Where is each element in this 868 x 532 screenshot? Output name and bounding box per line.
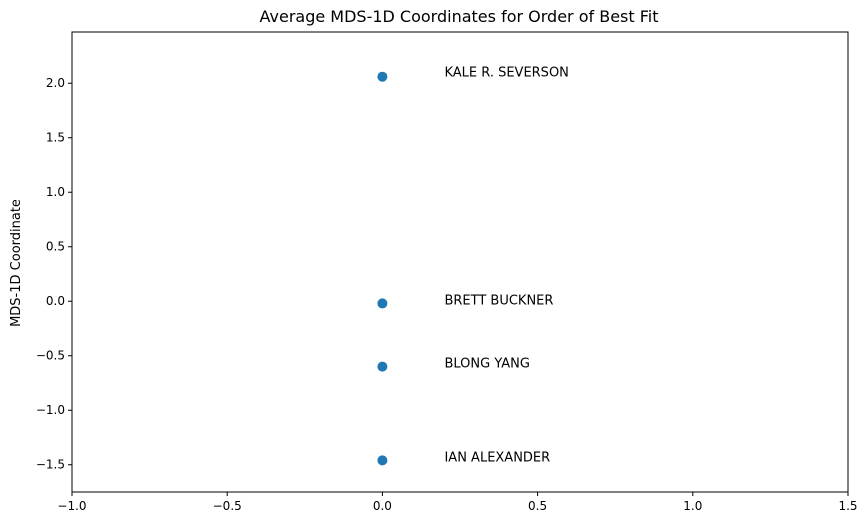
data-point[interactable] (377, 361, 388, 372)
labels-layer: KALE R. SEVERSON BRETT BUCKNER BLONG YANG I… (444, 66, 568, 466)
y-tick-label: 1.0 (46, 185, 65, 199)
chart-title: Average MDS-1D Coordinates for Order of … (260, 7, 659, 26)
x-tick-label: 1.0 (683, 499, 702, 513)
point-label: KALE R. SEVERSON (444, 66, 568, 81)
x-tick-label: −1.0 (57, 499, 86, 513)
y-tick-label: −0.5 (36, 349, 65, 363)
data-point[interactable] (377, 455, 388, 466)
point-label: IAN ALEXANDER (444, 450, 550, 465)
point-label: BLONG YANG (444, 357, 529, 372)
points-layer (377, 71, 388, 466)
x-tick-label: −0.5 (213, 499, 242, 513)
y-tick-label: 0.0 (46, 294, 65, 308)
y-tick-label: 0.5 (46, 240, 65, 254)
data-point[interactable] (377, 298, 388, 309)
data-point[interactable] (377, 71, 388, 82)
y-tick-label: −1.0 (36, 403, 65, 417)
y-tick-label: −1.5 (36, 458, 65, 472)
plot-frame (71, 31, 849, 493)
ticks-layer: −1.0 −0.5 0.0 0.5 1.0 1.5 −1.5 −1.0 −0.5 0.0 0.5 1.… (36, 76, 858, 513)
y-tick-label: 2.0 (46, 76, 65, 90)
y-tick-label: 1.5 (46, 131, 65, 145)
x-tick-label: 1.5 (838, 499, 857, 513)
x-tick-label: 0.5 (528, 499, 547, 513)
y-axis-label: MDS-1D Coordinate (9, 199, 24, 327)
x-tick-label: 0.0 (373, 499, 392, 513)
point-label: BRETT BUCKNER (444, 293, 553, 308)
